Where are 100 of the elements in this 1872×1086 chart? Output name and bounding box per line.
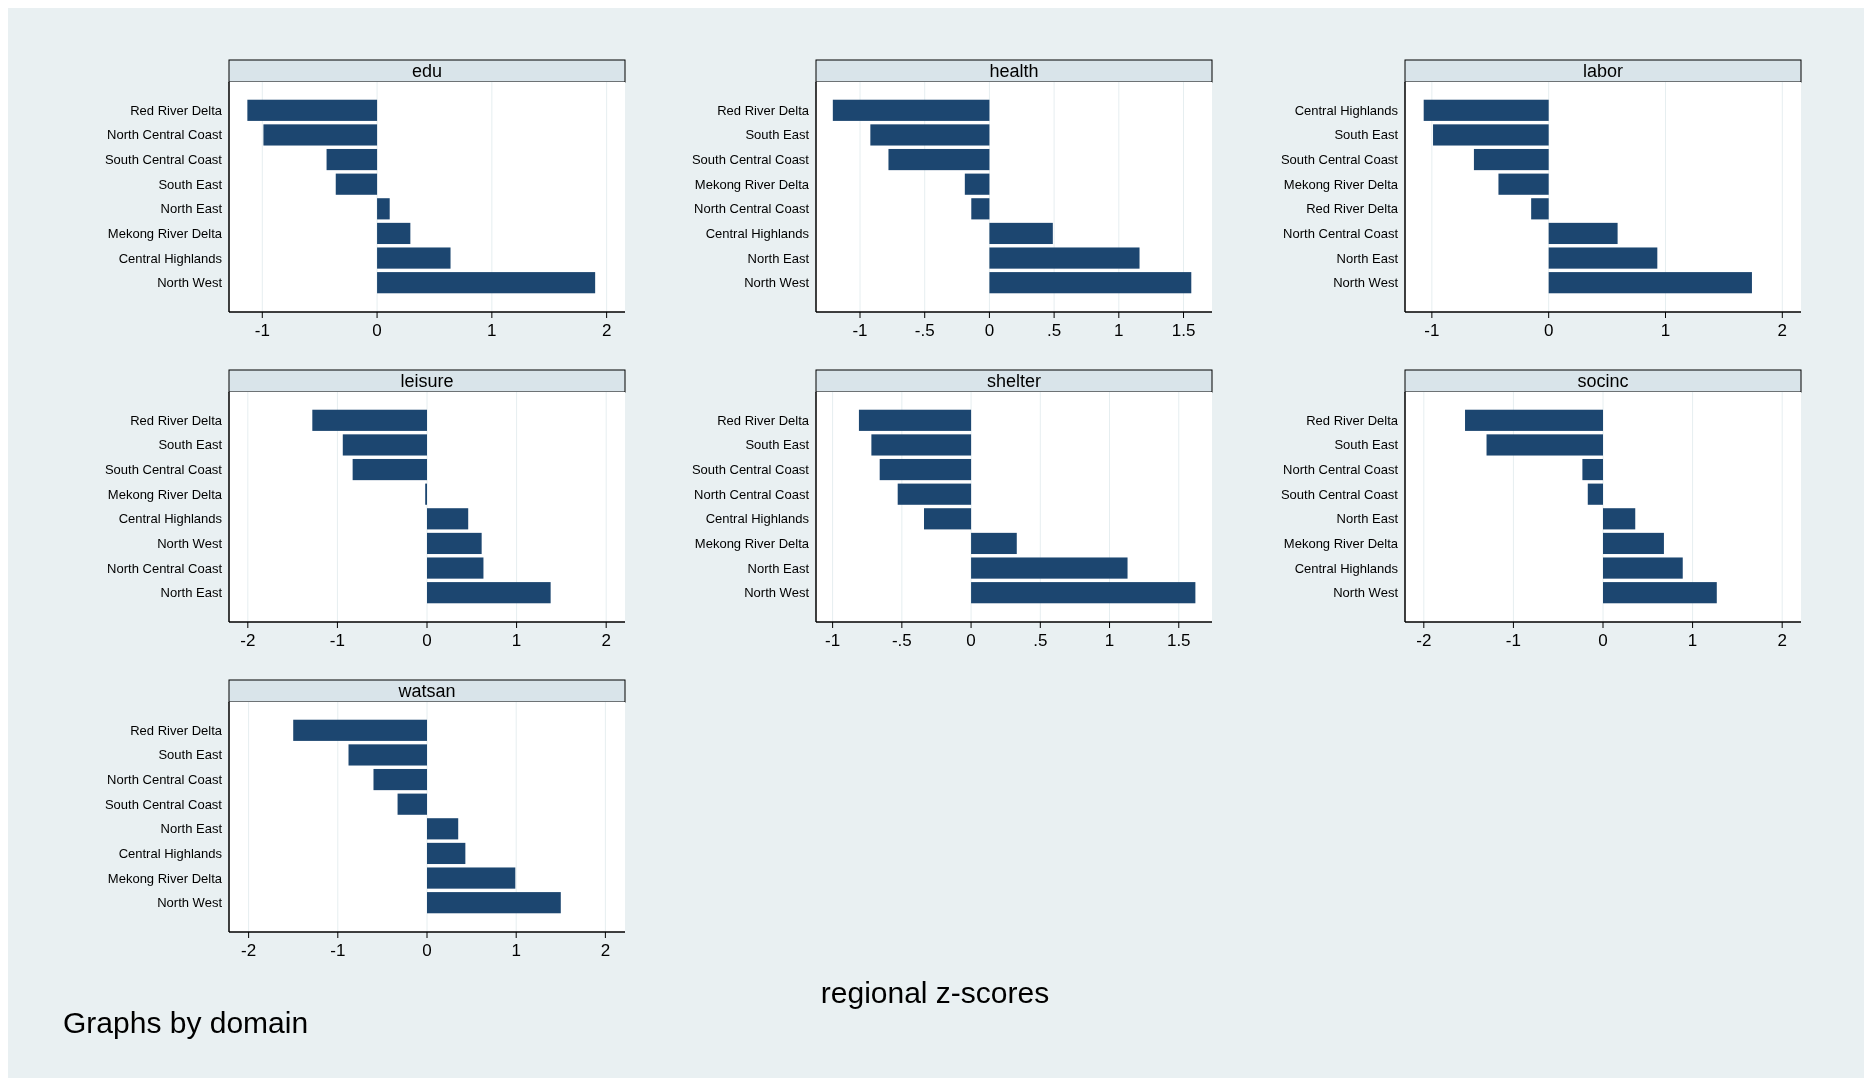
x-tick-label: -.5 xyxy=(891,631,912,650)
bar xyxy=(832,99,990,121)
y-tick-label: North West xyxy=(744,585,810,601)
y-tick-label: South East xyxy=(745,437,810,453)
y-tick-label: Central Highlands xyxy=(118,511,223,527)
y-tick-label: South Central Coast xyxy=(1280,486,1399,502)
text: Graphs by domain xyxy=(63,1006,309,1039)
y-tick-label: Central Highlands xyxy=(118,845,223,861)
bar xyxy=(247,99,378,121)
y-tick-label: Central Highlands xyxy=(705,225,810,241)
chart-title: watsan xyxy=(397,681,456,701)
bar xyxy=(427,557,484,579)
y-tick-label: North Central Coast xyxy=(107,772,223,788)
bar xyxy=(1473,148,1549,171)
bar xyxy=(427,582,551,604)
bar xyxy=(427,508,469,530)
x-tick-label: 1 xyxy=(1687,631,1698,650)
chart-title: shelter xyxy=(986,371,1042,391)
y-tick-label: Red River Delta xyxy=(1306,201,1399,217)
bar xyxy=(373,768,427,791)
x-tick-label: 2 xyxy=(1777,631,1787,650)
bar xyxy=(1465,409,1603,431)
y-tick-label: Red River Delta xyxy=(130,412,223,428)
chart-title: labor xyxy=(1582,61,1624,81)
y-tick-label: North East xyxy=(747,250,810,266)
x-tick-label: 1 xyxy=(1104,631,1115,650)
bar xyxy=(312,409,427,431)
bar xyxy=(427,818,459,840)
x-tick-label: .5 xyxy=(1033,631,1048,650)
x-tick-label: 1 xyxy=(511,941,521,960)
bar xyxy=(342,434,427,456)
y-tick-label: South Central Coast xyxy=(691,152,810,168)
y-tick-label: North East xyxy=(747,560,810,576)
x-tick-label: 1.5 xyxy=(1171,321,1196,340)
bar xyxy=(971,557,1128,579)
x-tick-label: -1 xyxy=(1424,321,1440,340)
y-tick-label: North Central Coast xyxy=(694,201,810,217)
y-tick-label: North West xyxy=(1333,585,1399,601)
y-tick-label: North West xyxy=(1333,275,1399,291)
bar xyxy=(352,458,427,481)
chart-title: edu xyxy=(411,61,443,81)
y-tick-label: North East xyxy=(160,201,223,217)
y-tick-label: South East xyxy=(158,747,223,763)
y-tick-label: Mekong River Delta xyxy=(107,870,223,886)
x-tick-label: -2 xyxy=(241,941,257,960)
y-tick-label: South East xyxy=(1334,127,1399,143)
bar xyxy=(870,124,990,146)
bar xyxy=(1423,99,1549,121)
y-tick-label: South East xyxy=(1334,437,1399,453)
y-tick-label: North West xyxy=(157,895,223,911)
bar xyxy=(263,124,378,146)
y-tick-label: North West xyxy=(157,535,223,551)
bar xyxy=(971,532,1017,555)
y-tick-label: North East xyxy=(1336,511,1399,527)
bar xyxy=(293,719,427,741)
bar xyxy=(879,458,972,481)
bar xyxy=(1603,532,1664,555)
bar xyxy=(858,409,972,431)
x-tick-label: 0 xyxy=(984,321,995,340)
bar xyxy=(1498,173,1549,195)
y-tick-label: North Central Coast xyxy=(107,560,223,576)
bar xyxy=(326,148,378,171)
x-tick-label: 2 xyxy=(1777,321,1788,340)
bar xyxy=(1548,222,1618,245)
x-tick-label: 1 xyxy=(1660,321,1671,340)
bar xyxy=(377,198,390,220)
y-tick-label: Central Highlands xyxy=(1294,102,1399,118)
y-tick-label: North East xyxy=(160,585,223,601)
y-tick-label: North West xyxy=(157,275,223,291)
x-tick-label: -.5 xyxy=(914,321,935,340)
x-tick-label: 0 xyxy=(422,631,432,650)
bar xyxy=(1433,124,1549,146)
text: regional z-scores xyxy=(820,976,1050,1009)
x-tick-label: 0 xyxy=(372,321,382,340)
y-tick-label: Mekong River Delta xyxy=(107,225,223,241)
x-tick-label: 0 xyxy=(1543,321,1554,340)
x-tick-label: -2 xyxy=(1416,631,1432,650)
y-tick-label: Mekong River Delta xyxy=(1283,176,1399,192)
chart-title: socinc xyxy=(1577,371,1629,391)
y-tick-label: Mekong River Delta xyxy=(694,535,810,551)
x-tick-label: 1 xyxy=(487,321,497,340)
y-tick-label: Red River Delta xyxy=(130,722,223,738)
y-tick-label: South East xyxy=(158,176,223,192)
y-tick-label: Red River Delta xyxy=(130,102,223,118)
y-tick-label: Mekong River Delta xyxy=(694,176,810,192)
bar xyxy=(924,508,972,530)
y-tick-label: South Central Coast xyxy=(691,462,810,478)
y-tick-label: North Central Coast xyxy=(694,486,810,502)
chart-title: health xyxy=(989,61,1039,81)
bar xyxy=(971,198,990,220)
bar xyxy=(348,744,427,766)
x-tick-label: -1 xyxy=(852,321,868,340)
y-tick-label: Red River Delta xyxy=(717,412,810,428)
bar xyxy=(377,222,411,245)
bar xyxy=(897,483,972,505)
bar xyxy=(427,842,466,865)
bar xyxy=(377,272,596,294)
bar xyxy=(989,247,1140,269)
bar xyxy=(427,867,516,889)
bar xyxy=(427,532,482,555)
